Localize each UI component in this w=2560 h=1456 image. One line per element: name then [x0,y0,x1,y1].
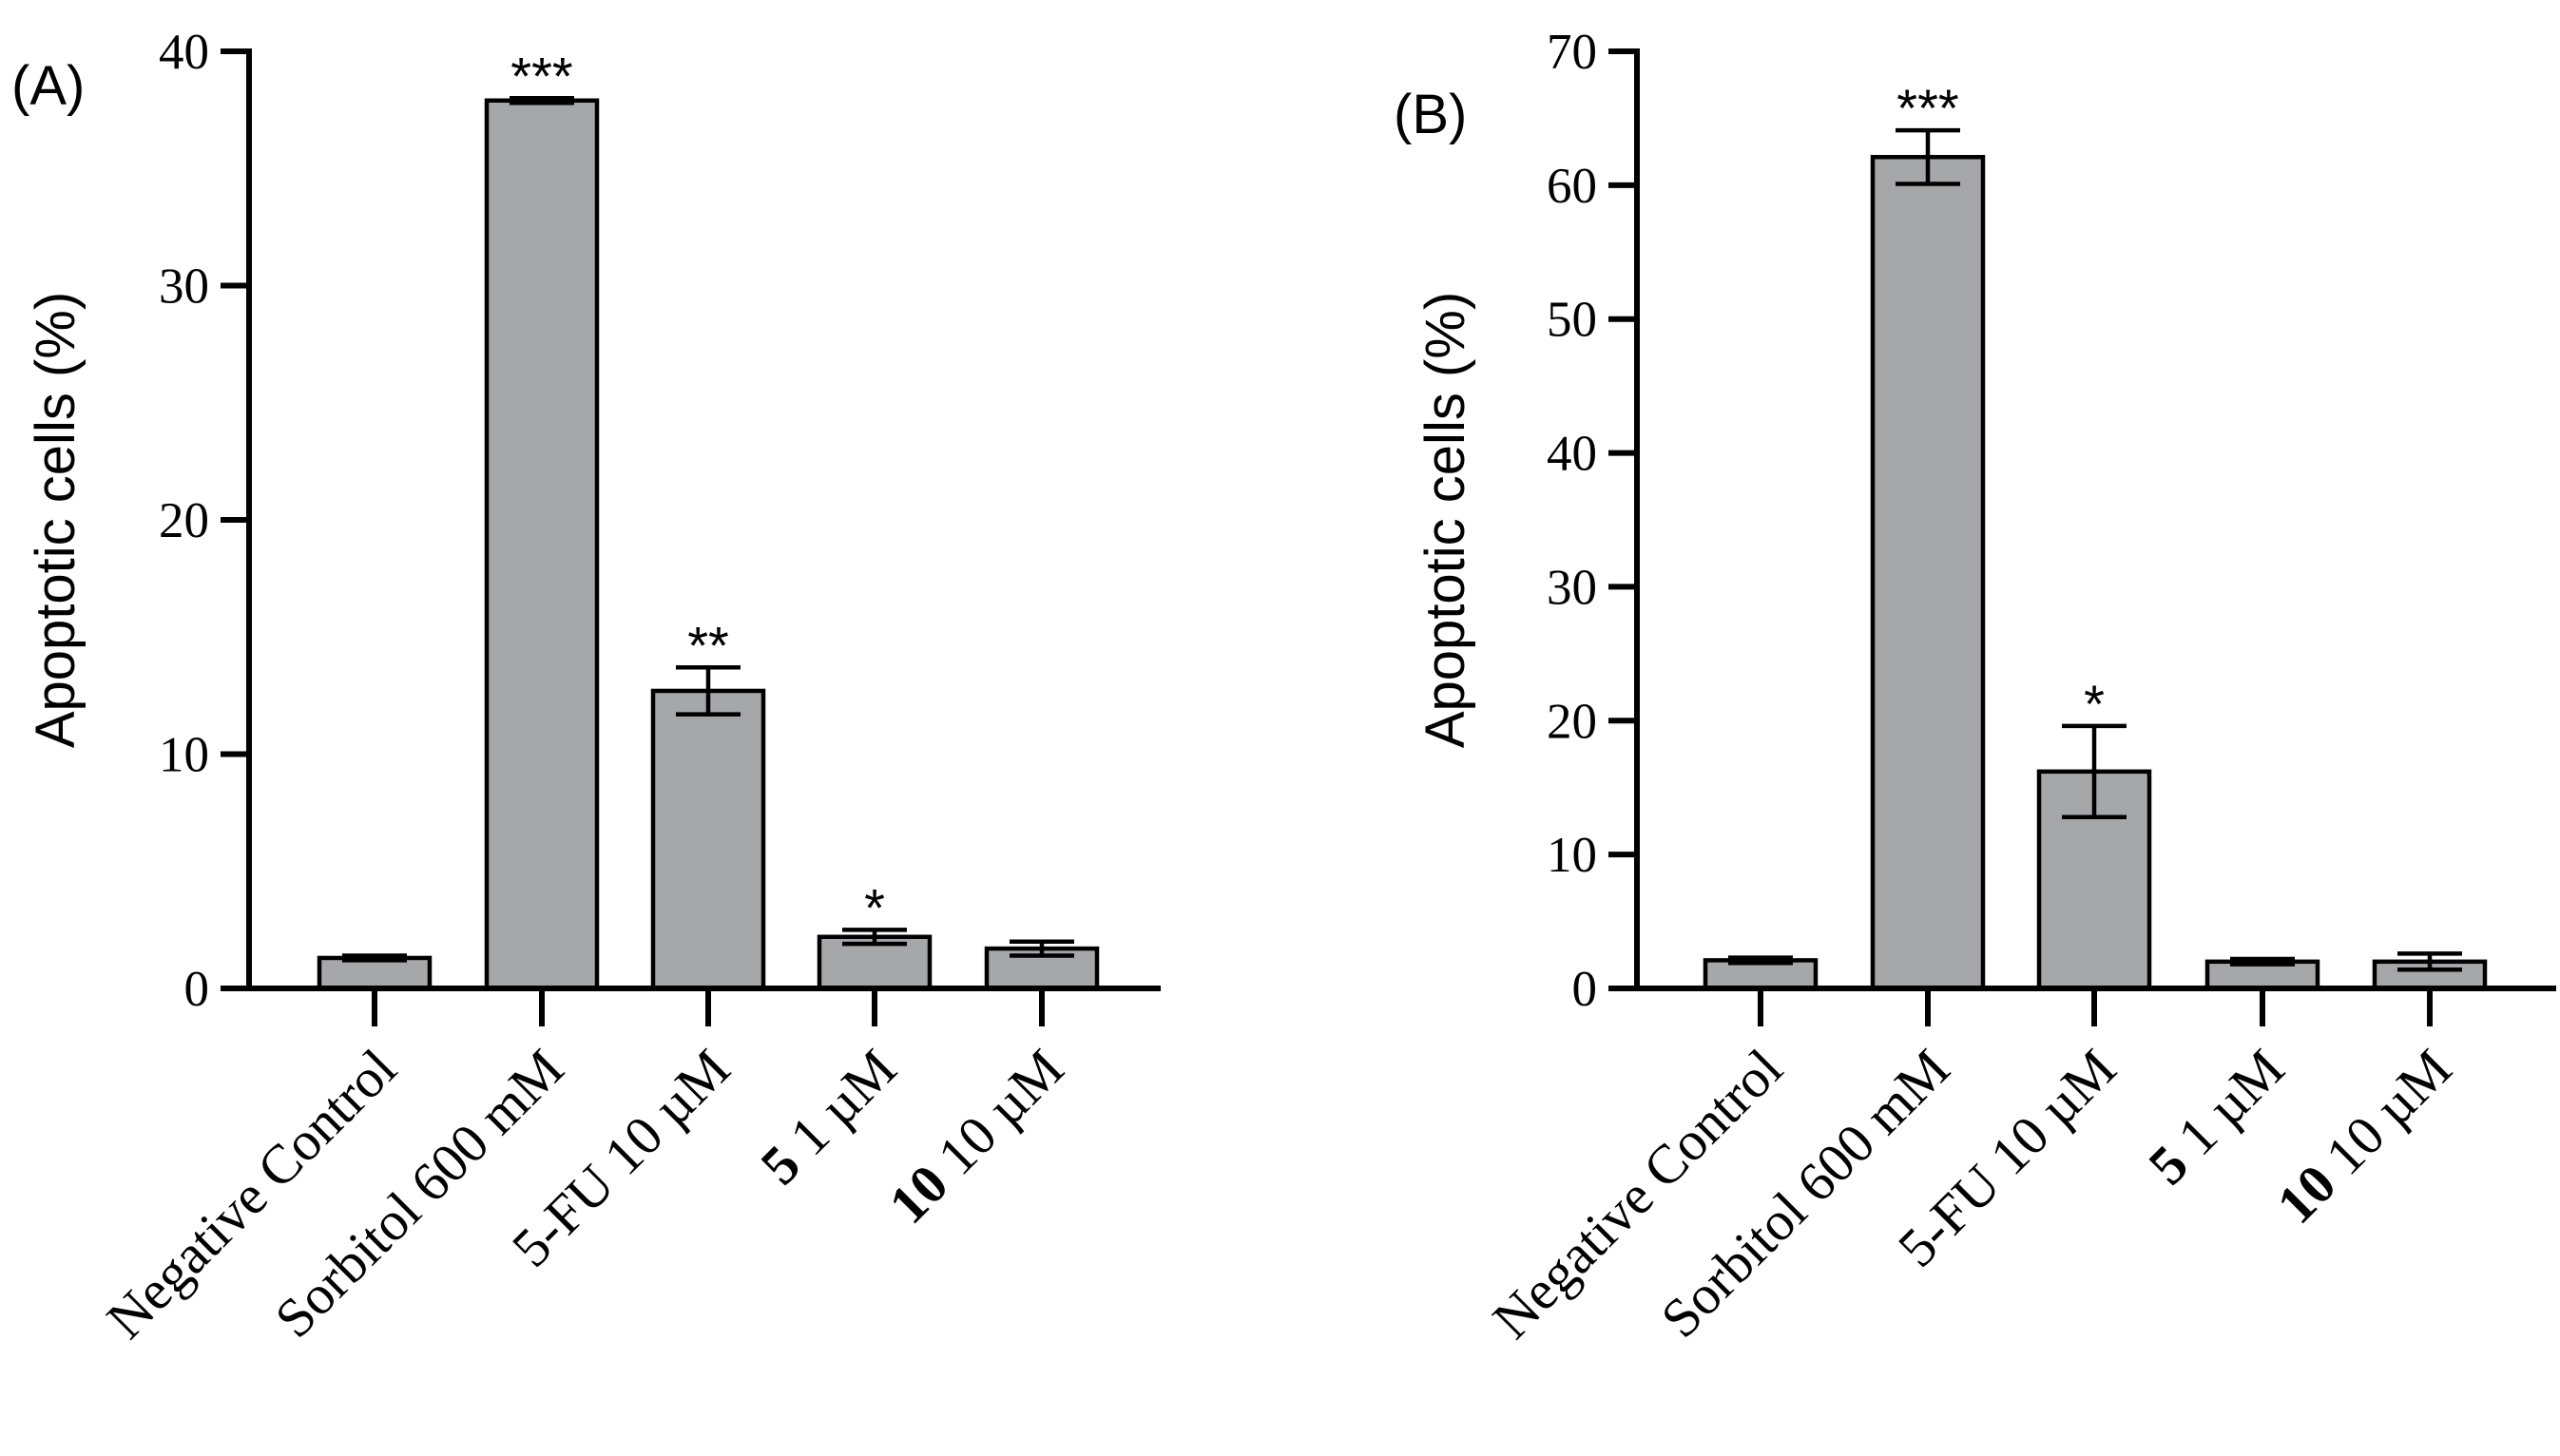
panel-label: (A) [11,55,85,117]
x-category-label: 10 10 µM [2265,1037,2464,1236]
y-axis-label: Apoptotic cells (%) [25,292,87,748]
y-tick-label: 10 [159,728,209,783]
y-tick-label: 60 [1547,159,1597,214]
significance-label: * [864,877,885,937]
panel-b: (B) Apoptotic cells (%) 0 10 20 30 40 50 60 70 Neg… [1394,25,2556,1351]
category-text: Sorbitol 600 mM [263,1037,576,1350]
y-axis-label: Apoptotic cells (%) [1415,292,1476,748]
x-category-label: Negative Control [95,1037,409,1351]
panel-a: (A) Apoptotic cells (%) 0 10 20 30 40 Negative … [11,25,1161,1351]
y-tick-label: 0 [184,962,210,1017]
y-tick-label: 40 [1547,427,1597,482]
y-tick-label: 20 [159,493,209,548]
significance-label: *** [1896,78,1958,138]
x-category-label: Negative Control [1481,1037,1795,1351]
y-tick-label: 40 [159,25,209,80]
category-text: 10 µM [916,1037,1076,1197]
significance-label: * [2084,674,2105,734]
category-text: Negative Control [1481,1037,1795,1351]
category-text: Sorbitol 600 mM [1649,1037,1962,1350]
panel-label: (B) [1394,84,1467,145]
bar [1870,155,1986,991]
bar [650,688,766,991]
bar [484,98,600,991]
y-tick-label: 30 [1547,560,1597,615]
y-tick-label: 0 [1572,962,1598,1017]
category-text: 10 µM [2304,1037,2464,1197]
y-tick-label: 30 [159,259,209,315]
category-text: Negative Control [95,1037,409,1351]
y-tick-label: 10 [1547,828,1597,883]
x-category-label: Sorbitol 600 mM [263,1037,576,1350]
y-tick-label: 70 [1547,25,1597,80]
x-category-label: 5 1 µM [749,1037,909,1197]
bar [317,955,433,991]
x-category-label: 10 10 µM [877,1037,1076,1236]
y-tick-label: 50 [1547,293,1597,348]
significance-label: *** [510,46,572,105]
x-category-label: Sorbitol 600 mM [1649,1037,1962,1350]
significance-label: ** [687,615,729,675]
y-tick-label: 20 [1547,694,1597,749]
x-category-label: 5 1 µM [2137,1037,2297,1197]
